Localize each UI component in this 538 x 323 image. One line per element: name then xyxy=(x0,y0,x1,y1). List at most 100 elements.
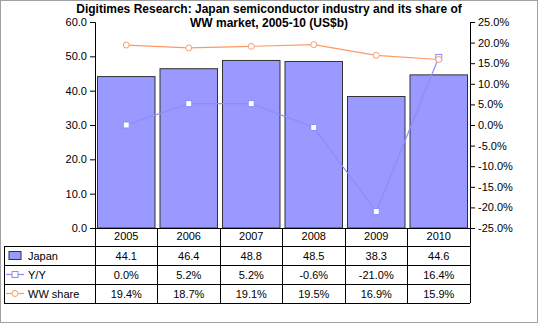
y-tick xyxy=(90,56,95,57)
line-series xyxy=(126,45,439,60)
marker-circle xyxy=(436,56,442,62)
y-tick xyxy=(90,125,95,126)
tick: 20.0 xyxy=(66,153,95,165)
chart-border xyxy=(1,1,538,323)
table-value: 16.9% xyxy=(361,288,392,300)
table-rule xyxy=(282,228,283,303)
y2-tick-label: -10.0% xyxy=(478,160,513,172)
table-value: 19.1% xyxy=(236,288,267,300)
bar xyxy=(285,61,343,228)
tick: 25.0% xyxy=(470,16,509,28)
data-table: Japan44.146.448.848.538.344.6Y/Y0.0%5.2%… xyxy=(4,228,470,303)
marker-circle xyxy=(248,43,254,49)
y2-tick xyxy=(470,22,475,23)
y2-tick xyxy=(470,125,475,126)
marker-square xyxy=(123,122,129,128)
table-value: 38.3 xyxy=(366,250,387,262)
y2-tick-label: -20.0% xyxy=(478,201,513,213)
y-tick xyxy=(90,228,95,229)
table-rule xyxy=(4,265,470,266)
x-tick-label: 2007 xyxy=(239,230,263,242)
y-tick xyxy=(90,159,95,160)
y2-tick xyxy=(470,84,475,85)
tick: 2007 xyxy=(239,230,263,242)
title-line: WW market, 2005-10 (US$b) xyxy=(190,16,348,30)
table-rule xyxy=(4,284,470,285)
title-line: Digitimes Research: Japan semiconductor … xyxy=(76,2,462,16)
marker-square xyxy=(248,101,254,107)
y-axis: 0.0 10.0 20.0 30.0 40.0 50.0 60.0 xyxy=(66,16,96,234)
y2-tick xyxy=(470,146,475,147)
table-rule xyxy=(345,228,346,303)
chart-title: Digitimes Research: Japan semiconductor … xyxy=(76,2,462,30)
y-tick-label: 40.0 xyxy=(66,85,87,97)
table-value: 48.5 xyxy=(303,250,324,262)
x-tick-label: 2005 xyxy=(114,230,138,242)
table-value: 44.1 xyxy=(116,250,137,262)
legend-marker xyxy=(12,272,18,278)
table-value: -21.0% xyxy=(359,269,394,281)
y2-tick-label: -15.0% xyxy=(478,181,513,193)
tick: 0.0% xyxy=(470,119,503,131)
legend-swatch xyxy=(9,252,21,260)
y-tick-label: 0.0 xyxy=(72,222,87,234)
marker-square xyxy=(311,124,317,130)
y2-tick-label: -5.0% xyxy=(478,140,507,152)
tick: 50.0 xyxy=(66,50,95,62)
table-rule xyxy=(4,246,470,247)
y2-tick-label: -25.0% xyxy=(478,222,513,234)
table-value: 19.5% xyxy=(298,288,329,300)
marker-circle xyxy=(123,42,129,48)
y2-tick-label: 20.0% xyxy=(478,37,509,49)
tick: 10.0 xyxy=(66,188,95,200)
y-tick xyxy=(90,194,95,195)
tick: 2006 xyxy=(177,230,201,242)
tick: 0.0 xyxy=(72,222,95,234)
tick: 20.0% xyxy=(470,37,509,49)
table-rule xyxy=(470,228,471,303)
tick: -15.0% xyxy=(470,181,513,193)
legend-label: WW share xyxy=(28,288,79,300)
y-tick-label: 60.0 xyxy=(66,16,87,28)
tick: 2005 xyxy=(114,230,138,242)
marker-circle xyxy=(311,42,317,48)
y2-tick xyxy=(470,63,475,64)
table-value: 46.4 xyxy=(178,250,199,262)
y2-tick-label: 0.0% xyxy=(478,119,503,131)
y-tick xyxy=(90,22,95,23)
y-tick-label: 30.0 xyxy=(66,119,87,131)
table-rule xyxy=(4,303,470,304)
y2-tick xyxy=(470,104,475,105)
table-value: 5.2% xyxy=(176,269,201,281)
table-rule xyxy=(407,228,408,303)
y2-axis: -25.0%-20.0%-15.0%-10.0%-5.0%0.0%5.0%10.… xyxy=(470,16,513,234)
table-value: 16.4% xyxy=(423,269,454,281)
x-tick-label: 2006 xyxy=(177,230,201,242)
chart-root: Digitimes Research: Japan semiconductor … xyxy=(0,0,538,323)
tick: 5.0% xyxy=(470,98,503,110)
y2-tick xyxy=(470,43,475,44)
bar xyxy=(98,77,156,228)
tick: -10.0% xyxy=(470,160,513,172)
table-value: 15.9% xyxy=(423,288,454,300)
plot-marks xyxy=(98,42,468,228)
x-tick-label: 2008 xyxy=(302,230,326,242)
tick: 30.0 xyxy=(66,119,95,131)
y2-tick-label: 15.0% xyxy=(478,57,509,69)
y2-tick xyxy=(470,166,475,167)
table-value: 0.0% xyxy=(114,269,139,281)
table-value: -0.6% xyxy=(299,269,328,281)
table-value: 48.8 xyxy=(241,250,262,262)
table-rule xyxy=(220,228,221,303)
marker-circle xyxy=(186,45,192,51)
legend-marker xyxy=(12,291,18,297)
line-series xyxy=(126,57,439,211)
table-rule xyxy=(95,228,96,303)
tick: -5.0% xyxy=(470,140,507,152)
x-tick-label: 2010 xyxy=(427,230,451,242)
tick: 2009 xyxy=(364,230,388,242)
bar xyxy=(160,69,218,228)
table-rule xyxy=(4,246,5,303)
axis-line xyxy=(471,23,476,229)
tick: 15.0% xyxy=(470,57,509,69)
